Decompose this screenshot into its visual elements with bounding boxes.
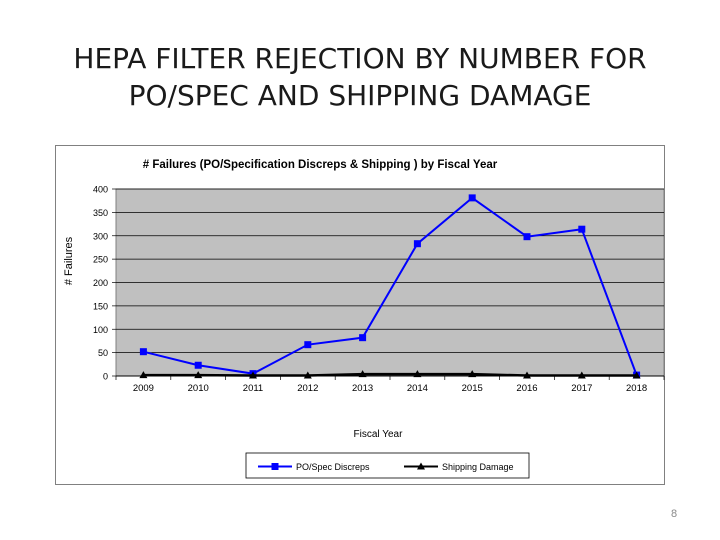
legend-marker <box>417 462 425 470</box>
data-point <box>468 194 476 202</box>
chart-frame: # Failures (PO/Specification Discreps & … <box>55 145 665 485</box>
data-point <box>359 334 367 342</box>
y-tick-label: 300 <box>93 231 108 241</box>
data-point <box>578 225 586 233</box>
data-point <box>413 240 421 248</box>
x-tick-label: 2013 <box>352 383 373 394</box>
slide-title-line-1: HEPA FILTER REJECTION BY NUMBER FOR <box>73 42 647 75</box>
data-point <box>139 371 148 379</box>
data-point <box>632 371 641 379</box>
data-point <box>523 233 531 241</box>
data-point <box>468 370 477 378</box>
x-tick-label: 2016 <box>516 383 537 394</box>
data-point <box>249 371 257 379</box>
series-line-po-spec-discreps <box>143 196 638 376</box>
x-tick-label: 2012 <box>297 383 318 394</box>
x-tick-label: 2011 <box>243 383 263 394</box>
slide-title: HEPA FILTER REJECTION BY NUMBER FOR PO/S… <box>40 40 680 114</box>
y-tick-label: 400 <box>93 185 108 195</box>
data-point <box>413 370 422 378</box>
legend-label: Shipping Damage <box>442 462 514 472</box>
x-axis-label: Fiscal Year <box>354 429 404 440</box>
data-point <box>194 361 202 369</box>
series-line-shipping-damage <box>143 372 637 377</box>
data-point <box>358 370 367 378</box>
page-number: 8 <box>670 508 678 520</box>
legend-marker <box>271 463 279 470</box>
legend-label: PO/Spec Discreps <box>296 462 370 472</box>
y-tick-label: 250 <box>93 255 108 265</box>
data-point <box>303 371 312 379</box>
legend <box>245 452 530 479</box>
y-tick-label: 100 <box>93 325 108 335</box>
x-tick-label: 2009 <box>133 383 154 394</box>
chart-title: # Failures (PO/Specification Discreps & … <box>143 159 498 171</box>
x-tick-label: 2010 <box>188 383 209 394</box>
data-point <box>523 371 531 379</box>
y-tick-label: 350 <box>93 208 108 218</box>
data-point <box>139 348 147 356</box>
x-tick-label: 2014 <box>407 383 428 394</box>
data-point <box>577 371 586 379</box>
data-point <box>194 371 203 379</box>
x-tick-label: 2018 <box>626 383 647 394</box>
y-tick-label: 150 <box>93 301 108 311</box>
y-tick-label: 200 <box>93 278 108 288</box>
data-point <box>304 341 312 349</box>
x-tick-label: 2015 <box>462 383 483 394</box>
slide-title-line-2: PO/SPEC AND SHIPPING DAMAGE <box>128 79 592 112</box>
y-tick-label: 0 <box>103 372 108 382</box>
y-tick-label: 50 <box>98 348 108 358</box>
x-tick-label: 2017 <box>571 383 592 394</box>
line-chart: # Failures (PO/Specification Discreps & … <box>63 159 665 479</box>
y-axis-label: # Failures <box>63 236 75 285</box>
